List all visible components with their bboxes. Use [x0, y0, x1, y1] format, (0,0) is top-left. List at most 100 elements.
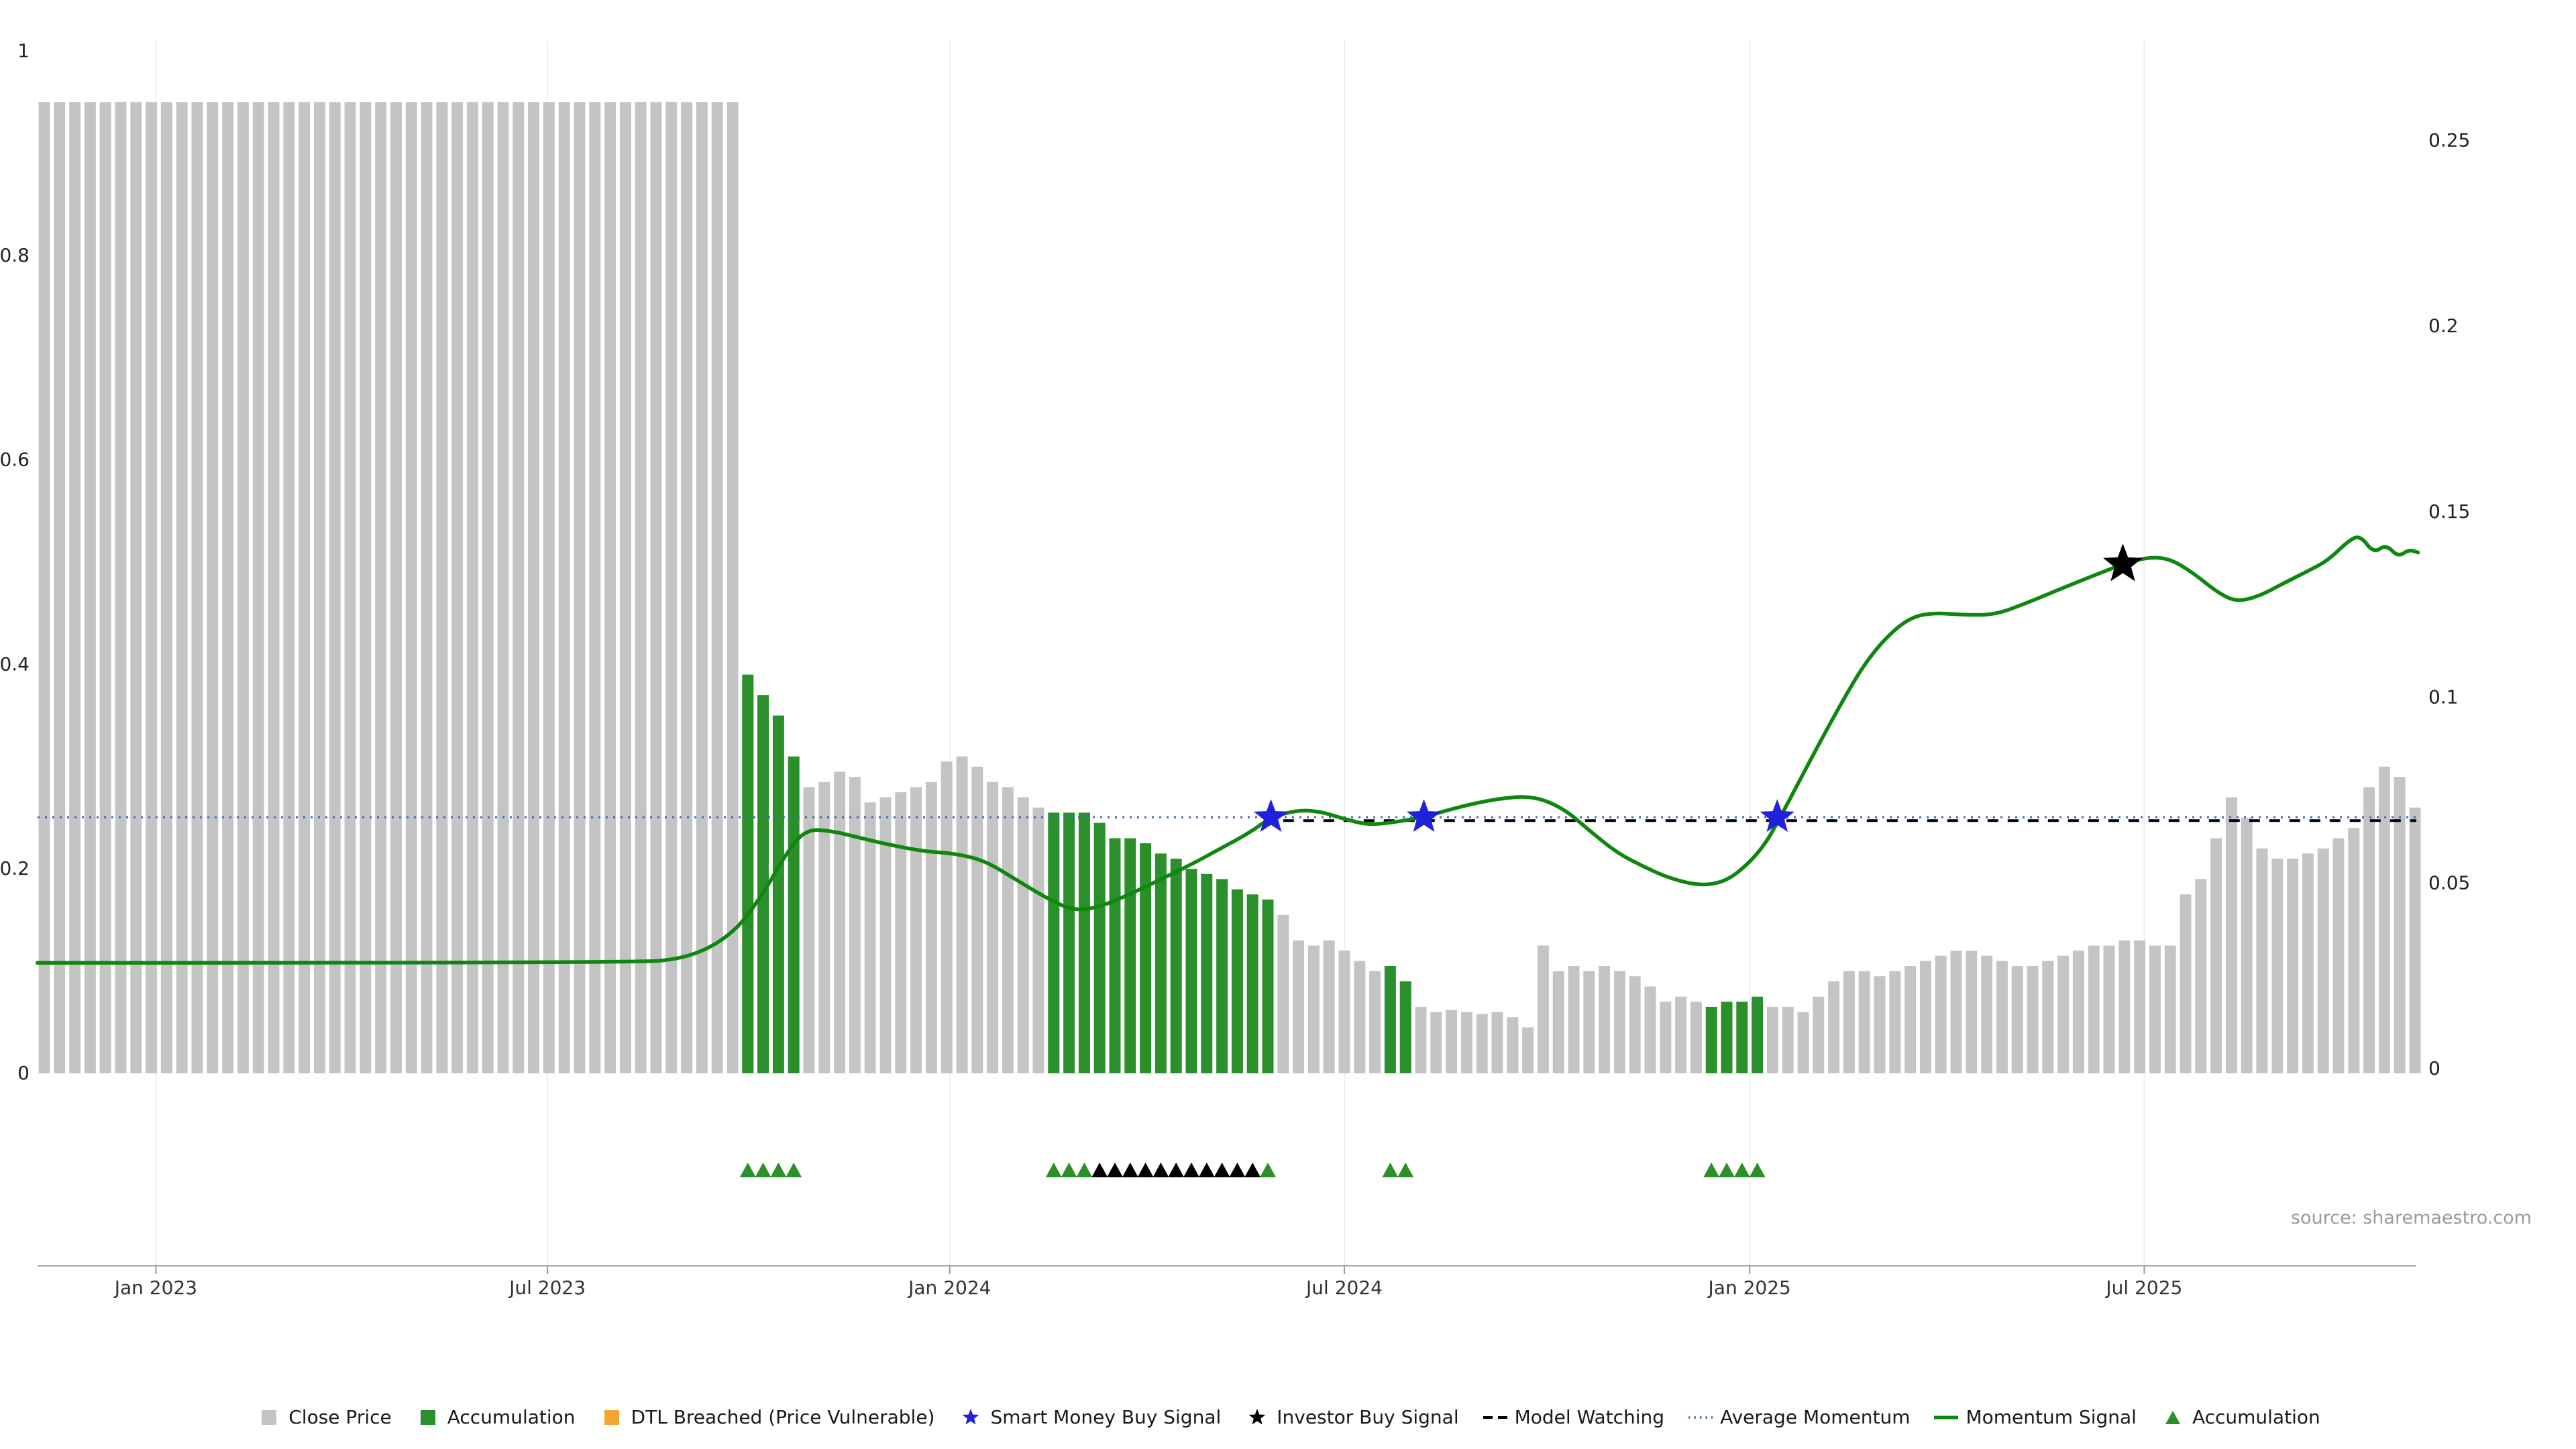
close-price-bar [1430, 1012, 1442, 1073]
close-price-bar [696, 102, 708, 1074]
close-price-bar [482, 102, 494, 1074]
close-price-bar [1996, 961, 2008, 1073]
accumulation-triangle [739, 1163, 756, 1177]
accumulation-bar [1048, 812, 1060, 1073]
legend-smart-money-buy-signal[interactable]: Smart Money Buy Signal [957, 1406, 1221, 1428]
close-price-bar [2287, 859, 2299, 1073]
close-price-bar [1813, 996, 1825, 1073]
investor-buy-signal-icon [1244, 1408, 1271, 1426]
close-price-bar [2134, 940, 2146, 1073]
close-price-bar [681, 102, 693, 1074]
legend-average-momentum[interactable]: Average Momentum [1687, 1406, 1910, 1428]
legend-label: Average Momentum [1720, 1406, 1911, 1428]
legend-label: Accumulation [447, 1406, 576, 1428]
close-price-bar [1476, 1014, 1488, 1073]
close-price-bar [299, 102, 311, 1074]
accumulation-bar [1063, 812, 1075, 1073]
close-price-bar [99, 102, 111, 1074]
smart-money-buy-signal-icon [957, 1408, 984, 1426]
legend-label: Momentum Signal [1966, 1406, 2137, 1428]
close-price-bar [54, 102, 66, 1074]
legend-close-price[interactable]: Close Price [256, 1406, 392, 1428]
close-price-bar [390, 102, 402, 1074]
legend-accumulation-marker[interactable]: Accumulation [2159, 1406, 2320, 1428]
legend-momentum-signal[interactable]: Momentum Signal [1933, 1406, 2137, 1428]
accumulation-triangle [1076, 1163, 1093, 1177]
accumulation-bar [1721, 1002, 1733, 1073]
close-price-bar [2027, 966, 2039, 1073]
legend-dtl-breached[interactable]: DTL Breached (Price Vulnerable) [598, 1406, 934, 1428]
accumulation-bar [742, 674, 754, 1073]
close-price-bar [375, 102, 387, 1074]
close-price-bar [1904, 966, 1917, 1073]
smart-money-buy-star [1760, 799, 1794, 833]
close-price-bar [283, 102, 295, 1074]
close-price-bar [818, 782, 830, 1073]
accumulation-bar [1078, 812, 1090, 1073]
close-price-bar [436, 102, 448, 1074]
close-price-bar [849, 777, 861, 1073]
watch-triangle [1183, 1163, 1199, 1177]
right-axis-label: 0.15 [2428, 500, 2470, 523]
watch-triangle [1198, 1163, 1215, 1177]
average-momentum-icon [1687, 1409, 1714, 1426]
close-price-bar [987, 782, 999, 1073]
close-price-bar [268, 102, 280, 1074]
close-price-bar [1675, 996, 1687, 1073]
close-price-bar [176, 102, 188, 1074]
close-price-bar [38, 102, 50, 1074]
left-axis-label: 1 [17, 40, 30, 62]
close-price-bar [191, 102, 203, 1074]
close-price-bar [84, 102, 96, 1074]
close-price-bar [2256, 848, 2268, 1073]
close-price-bar [313, 102, 325, 1074]
close-price-bar [1613, 971, 1625, 1073]
close-price-bar [1507, 1017, 1519, 1073]
accumulation-bar [788, 756, 800, 1073]
close-price-bar [1354, 961, 1366, 1073]
close-price-bar [2363, 787, 2375, 1073]
close-price-bar [1338, 951, 1350, 1073]
close-price-bar [2103, 945, 2115, 1073]
close-price-bar [558, 102, 570, 1074]
close-price-bar [2088, 945, 2100, 1073]
accumulation-bar [757, 695, 769, 1073]
x-tick-label: Jul 2024 [1305, 1277, 1383, 1299]
close-price-bar [543, 102, 555, 1074]
buy-signals-layer [1253, 543, 2143, 833]
close-price-bar [360, 102, 372, 1074]
close-price-bar [910, 787, 922, 1073]
accumulation-bar [772, 715, 784, 1073]
legend-investor-buy-signal[interactable]: Investor Buy Signal [1244, 1406, 1459, 1428]
close-price-bar [1293, 940, 1305, 1073]
legend-accumulation[interactable]: Accumulation [415, 1406, 576, 1428]
close-price-bar [2149, 945, 2161, 1073]
accumulation-bar [1705, 1006, 1717, 1073]
close-price-bar [222, 102, 234, 1074]
close-price-bar [2057, 955, 2070, 1073]
close-price-bar [619, 102, 631, 1074]
close-price-bar [2378, 766, 2390, 1073]
close-price-bar [2180, 894, 2192, 1073]
close-price-bar [528, 102, 540, 1074]
close-price-bar [146, 102, 158, 1074]
left-axis-label: 0 [17, 1062, 30, 1084]
watch-triangle [1122, 1163, 1138, 1177]
close-price-bar [879, 797, 892, 1073]
close-price-bar [421, 102, 433, 1074]
close-price-bar [2072, 951, 2084, 1073]
watch-triangle [1091, 1163, 1108, 1177]
chart-legend: Close Price Accumulation DTL Breached (Pri… [0, 1406, 2576, 1428]
close-price-bar [1981, 955, 1993, 1073]
close-price-bar [803, 787, 815, 1073]
accumulation-bar [1109, 838, 1121, 1073]
close-price-bar [2271, 859, 2284, 1073]
left-axis-label: 0.2 [0, 857, 30, 879]
close-price-bar [1460, 1012, 1472, 1073]
investor-buy-star [2103, 543, 2143, 582]
legend-model-watching[interactable]: Model Watching [1482, 1406, 1664, 1428]
close-price-bar [252, 102, 264, 1074]
close-price-bar [405, 102, 417, 1074]
accumulation-icon [415, 1409, 441, 1426]
